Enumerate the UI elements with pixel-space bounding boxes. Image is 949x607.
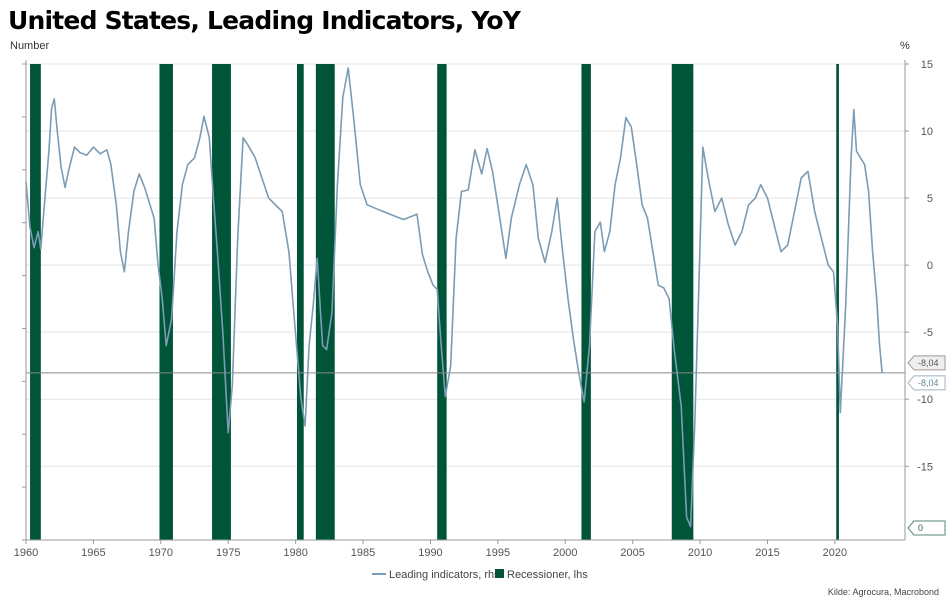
y-tick-label: -15 (917, 461, 933, 473)
callout-box (907, 355, 946, 371)
recession-bands (30, 64, 839, 540)
recession-band (159, 64, 173, 540)
callout-label: 0 (918, 523, 923, 533)
value-callouts: -8,04 -8,04 0 (907, 355, 946, 536)
recession-band (296, 64, 304, 540)
x-tick-label: 1985 (351, 547, 375, 559)
x-tick-label: 1990 (418, 547, 442, 559)
x-tick-label: 2010 (688, 547, 712, 559)
x-tick-label: 1995 (486, 547, 510, 559)
y-tick-label: -5 (923, 327, 933, 339)
x-axis-ticks: 1960 1965 1970 1975 1980 1985 1990 1995 2000 2005… (14, 540, 847, 559)
axes (22, 60, 906, 541)
y-tick-label: 0 (927, 260, 933, 272)
chart-title: United States, Leading Indicators, YoY (8, 6, 521, 35)
x-tick-label: 2005 (620, 547, 644, 559)
legend-label-recessions: Recessioner, lhs (507, 569, 588, 581)
y-tick-label: -10 (917, 394, 933, 406)
x-tick-label: 1960 (14, 547, 38, 559)
x-tick-label: 1970 (149, 547, 173, 559)
legend-label-leading-indicators: Leading indicators, rhs (389, 569, 500, 581)
y-tick-label: 10 (921, 126, 933, 138)
y-tick-label: 5 (927, 193, 933, 205)
x-tick-label: 2020 (823, 547, 847, 559)
legend-recession-swatch (495, 569, 504, 578)
recession-band (30, 64, 41, 540)
leading-indicators-line (25, 67, 883, 528)
y-axis-ticks: 15 10 5 0 -5 -10 -15 (905, 59, 933, 473)
recession-band (315, 64, 335, 540)
recession-band (671, 64, 694, 540)
x-tick-label: 2015 (755, 547, 779, 559)
callout-box (907, 520, 946, 536)
recession-band (581, 64, 591, 540)
x-tick-label: 1980 (283, 547, 307, 559)
callout-label: -8,04 (918, 378, 939, 388)
source-note: Kilde: Agrocura, Macrobond (827, 587, 939, 597)
callout-label: -8,04 (918, 358, 939, 368)
y-tick-label: 15 (921, 59, 933, 71)
legend: Leading indicators, rhs Recessioner, lhs (372, 569, 588, 581)
callout-box (907, 375, 946, 391)
x-tick-label: 1965 (81, 547, 105, 559)
right-axis-unit-label: % (900, 40, 910, 52)
left-axis-unit-label: Number (10, 40, 50, 52)
x-tick-label: 2000 (553, 547, 577, 559)
x-tick-label: 1975 (216, 547, 240, 559)
recession-band (836, 64, 839, 540)
recession-band (437, 64, 447, 540)
